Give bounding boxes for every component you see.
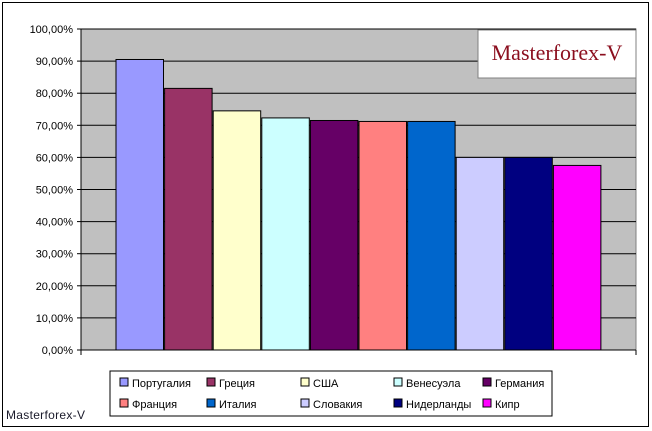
legend-swatch-1: [119, 377, 129, 387]
legend-box: [109, 370, 553, 417]
bar-5: [309, 119, 359, 351]
y-tick-label: 100,00%: [30, 24, 74, 36]
legend-swatch-3: [300, 377, 310, 387]
legend-swatch-9: [393, 398, 403, 408]
legend-swatch-10: [482, 398, 492, 408]
legend-label-1: Португалия: [132, 378, 191, 390]
legend-label-9: Нидерланды: [406, 399, 471, 411]
bar-8: [455, 156, 505, 351]
legend-label-7: Италия: [219, 399, 257, 411]
legend-label-3: США: [313, 378, 339, 390]
bar-3: [212, 110, 262, 351]
y-tick-label: 10,00%: [36, 313, 74, 325]
legend-label-10: Кипр: [495, 399, 520, 411]
y-tick-label: 70,00%: [36, 120, 74, 132]
y-tick-label: 30,00%: [36, 249, 74, 261]
legend-swatch-4: [393, 377, 403, 387]
legend-swatch-7: [206, 398, 216, 408]
brand-box: [477, 29, 637, 79]
bar-7: [407, 120, 456, 351]
legend-label-5: Германия: [495, 378, 544, 390]
legend-label-8: Словакия: [313, 399, 362, 411]
bar-6: [358, 120, 407, 351]
bar-4: [261, 117, 310, 351]
y-tick-label: 80,00%: [36, 88, 74, 100]
y-tick-label: 90,00%: [36, 56, 74, 68]
y-tick-label: 0,00%: [42, 345, 73, 357]
legend-swatch-5: [482, 377, 492, 387]
legend-label-4: Венесуэла: [406, 378, 461, 390]
y-tick-label: 50,00%: [36, 185, 74, 197]
watermark-text: Masterforex-V: [6, 408, 86, 422]
legend-label-6: Франция: [132, 399, 177, 411]
legend-swatch-8: [300, 398, 310, 408]
legend-swatch-2: [206, 377, 216, 387]
legend-swatch-6: [119, 398, 129, 408]
legend-label-2: Греция: [219, 378, 255, 390]
y-tick-label: 20,00%: [36, 281, 74, 293]
bar-9: [504, 156, 553, 351]
bar-2: [164, 87, 213, 351]
bar-1: [115, 58, 164, 351]
bar-10: [552, 164, 602, 351]
y-tick-label: 60,00%: [36, 152, 74, 164]
y-tick-label: 40,00%: [36, 217, 74, 229]
brand-box-text: Masterforex-V: [492, 40, 623, 65]
